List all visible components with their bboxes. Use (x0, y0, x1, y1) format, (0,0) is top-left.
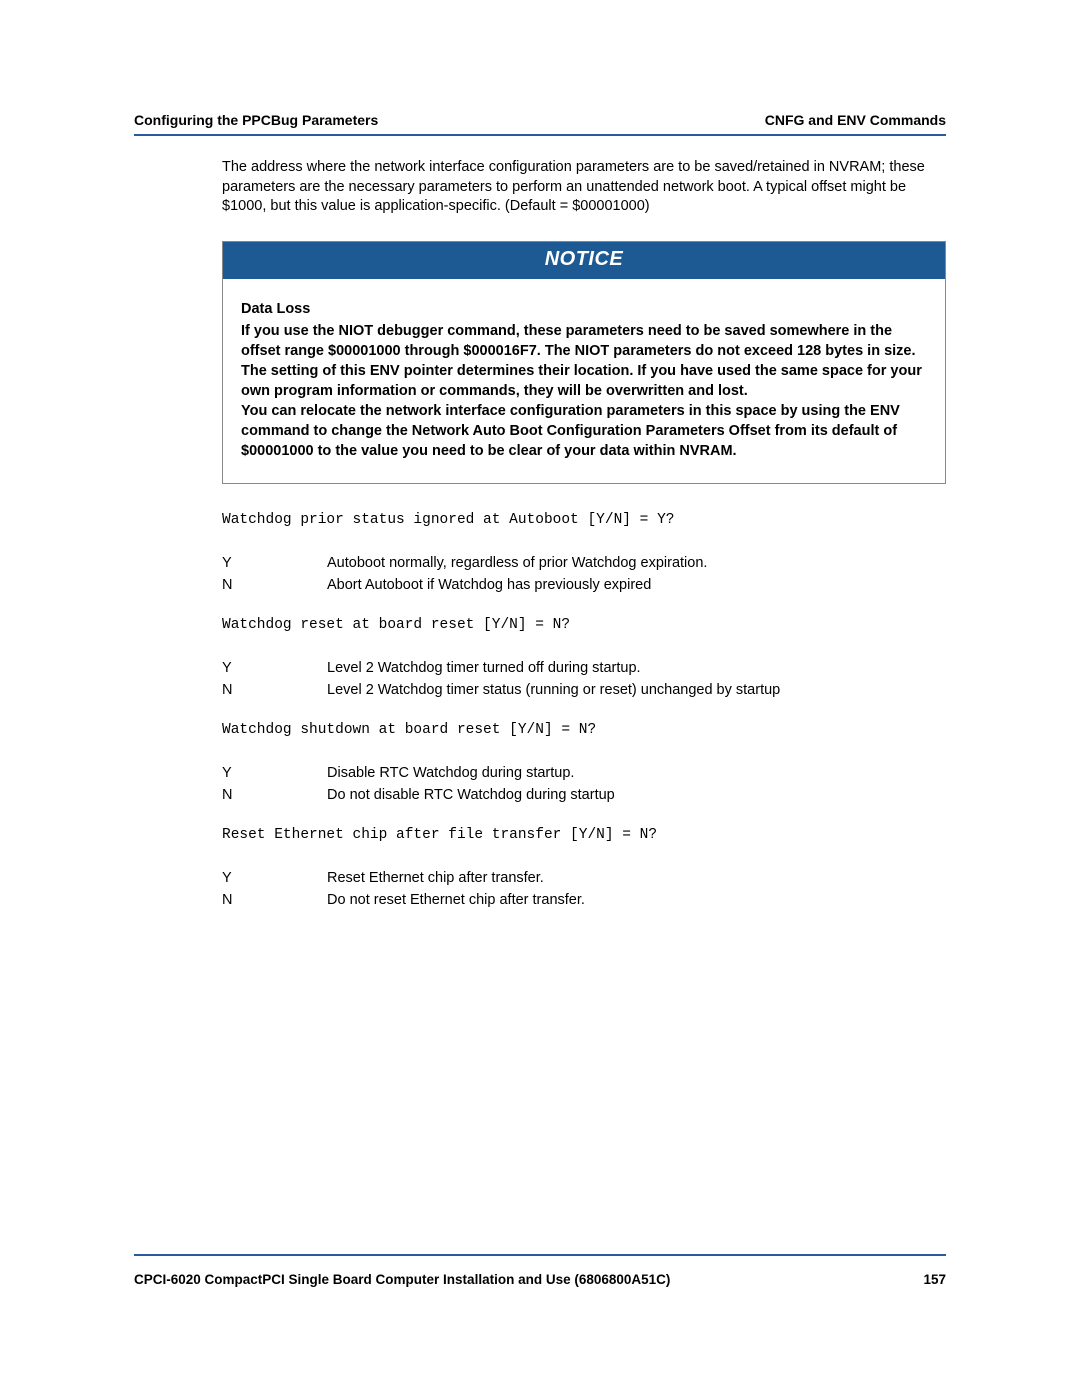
prompt-line: Watchdog shutdown at board reset [Y/N] =… (222, 722, 946, 738)
notice-para-2: You can relocate the network interface c… (241, 401, 927, 461)
header-left: Configuring the PPCBug Parameters (134, 112, 378, 128)
notice-para-1: If you use the NIOT debugger command, th… (241, 321, 927, 401)
notice-body: Data Loss If you use the NIOT debugger c… (223, 279, 945, 483)
option-desc: Do not disable RTC Watchdog during start… (327, 784, 946, 806)
header-rule (134, 134, 946, 136)
option-row: Y Reset Ethernet chip after transfer. (222, 867, 946, 889)
option-key: N (222, 889, 327, 911)
footer-page-number: 157 (923, 1272, 946, 1287)
page-body: The address where the network interface … (222, 158, 946, 931)
options-table: Y Reset Ethernet chip after transfer. N … (222, 867, 946, 912)
option-row: N Do not disable RTC Watchdog during sta… (222, 784, 946, 806)
header-row: Configuring the PPCBug Parameters CNFG a… (134, 112, 946, 128)
page-header: Configuring the PPCBug Parameters CNFG a… (134, 112, 946, 136)
option-key: Y (222, 552, 327, 574)
option-row: N Do not reset Ethernet chip after trans… (222, 889, 946, 911)
option-desc: Autoboot normally, regardless of prior W… (327, 552, 946, 574)
option-key: Y (222, 762, 327, 784)
intro-paragraph: The address where the network interface … (222, 158, 946, 217)
option-key: Y (222, 867, 327, 889)
footer-rule (134, 1254, 946, 1256)
option-row: N Level 2 Watchdog timer status (running… (222, 679, 946, 701)
option-desc: Disable RTC Watchdog during startup. (327, 762, 946, 784)
option-desc: Level 2 Watchdog timer status (running o… (327, 679, 946, 701)
options-table: Y Autoboot normally, regardless of prior… (222, 552, 946, 597)
footer-left: CPCI-6020 CompactPCI Single Board Comput… (134, 1272, 670, 1287)
option-desc: Abort Autoboot if Watchdog has previousl… (327, 574, 946, 596)
notice-bar: NOTICE (223, 242, 945, 279)
options-table: Y Level 2 Watchdog timer turned off duri… (222, 657, 946, 702)
prompt-line: Watchdog reset at board reset [Y/N] = N? (222, 617, 946, 633)
option-key: Y (222, 657, 327, 679)
footer-row: CPCI-6020 CompactPCI Single Board Comput… (134, 1272, 946, 1287)
page-footer: CPCI-6020 CompactPCI Single Board Comput… (134, 1254, 946, 1287)
options-table: Y Disable RTC Watchdog during startup. N… (222, 762, 946, 807)
option-row: N Abort Autoboot if Watchdog has previou… (222, 574, 946, 596)
page: Configuring the PPCBug Parameters CNFG a… (0, 0, 1080, 1397)
notice-title: Data Loss (241, 299, 927, 319)
notice-box: NOTICE Data Loss If you use the NIOT deb… (222, 241, 946, 484)
header-right: CNFG and ENV Commands (765, 112, 946, 128)
option-key: N (222, 784, 327, 806)
option-key: N (222, 574, 327, 596)
option-row: Y Level 2 Watchdog timer turned off duri… (222, 657, 946, 679)
option-row: Y Disable RTC Watchdog during startup. (222, 762, 946, 784)
option-desc: Reset Ethernet chip after transfer. (327, 867, 946, 889)
option-row: Y Autoboot normally, regardless of prior… (222, 552, 946, 574)
option-desc: Level 2 Watchdog timer turned off during… (327, 657, 946, 679)
option-desc: Do not reset Ethernet chip after transfe… (327, 889, 946, 911)
prompt-line: Watchdog prior status ignored at Autoboo… (222, 512, 946, 528)
option-key: N (222, 679, 327, 701)
prompt-line: Reset Ethernet chip after file transfer … (222, 827, 946, 843)
